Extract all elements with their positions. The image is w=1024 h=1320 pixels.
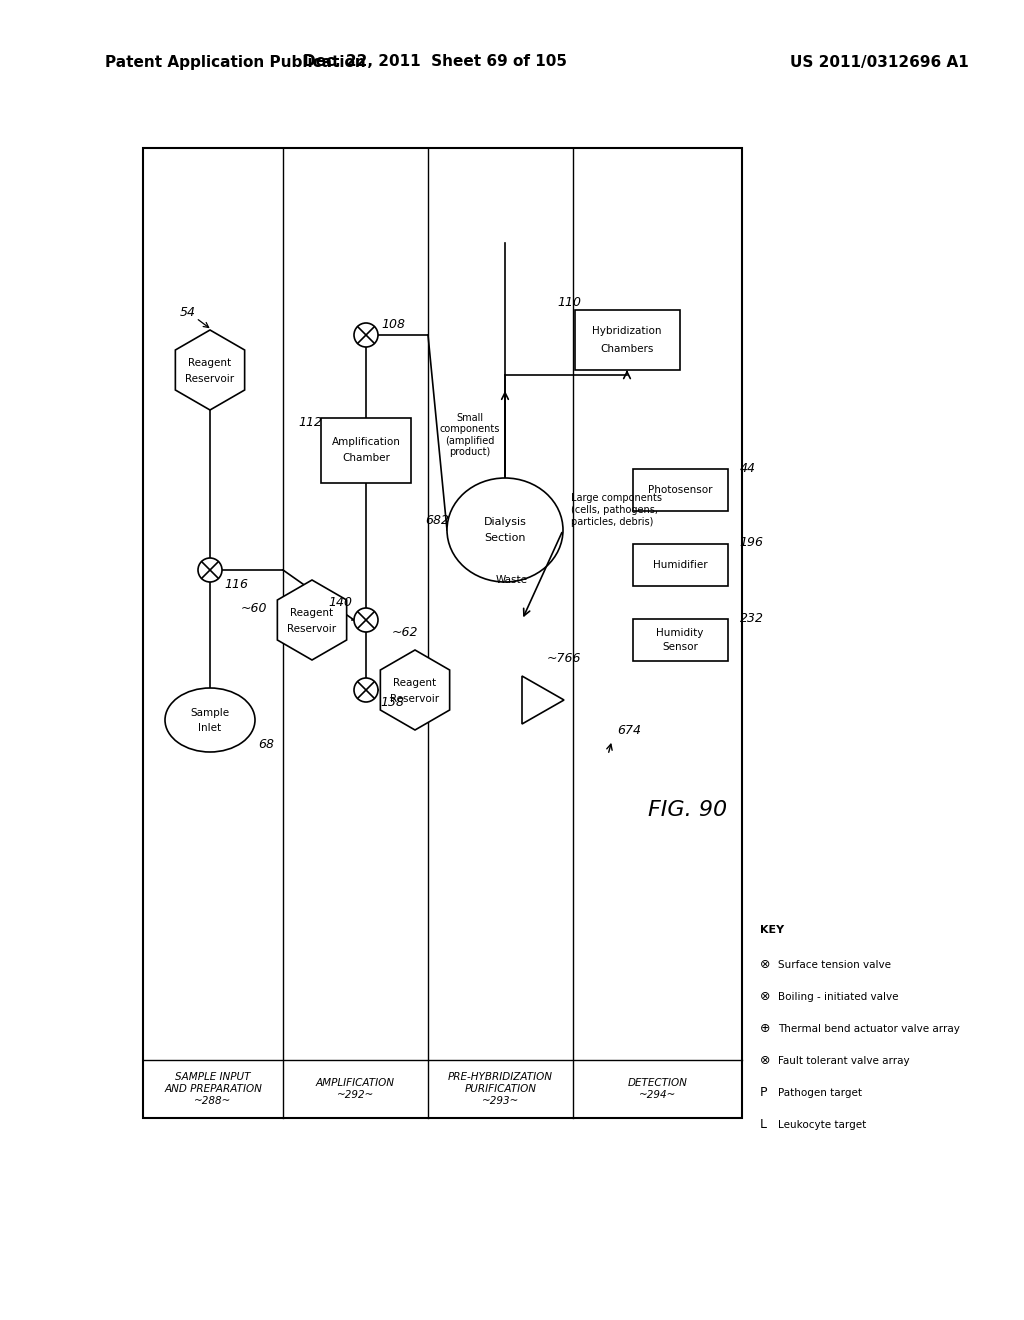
Text: 112: 112: [298, 416, 322, 429]
Text: Photosensor: Photosensor: [648, 484, 713, 495]
Text: 108: 108: [381, 318, 406, 331]
Text: SAMPLE INPUT
AND PREPARATION
~288~: SAMPLE INPUT AND PREPARATION ~288~: [164, 1072, 262, 1106]
Ellipse shape: [447, 478, 563, 582]
Text: Sample: Sample: [190, 708, 229, 718]
Text: 232: 232: [739, 611, 764, 624]
Polygon shape: [380, 649, 450, 730]
Text: Section: Section: [484, 533, 525, 543]
Text: 196: 196: [739, 536, 764, 549]
Text: KEY: KEY: [760, 925, 784, 935]
Text: PRE-HYBRIDIZATION
PURIFICATION
~293~: PRE-HYBRIDIZATION PURIFICATION ~293~: [449, 1072, 553, 1106]
Text: Reservoir: Reservoir: [390, 694, 439, 704]
Text: Reservoir: Reservoir: [185, 374, 234, 384]
Text: L: L: [760, 1118, 767, 1131]
Text: AMPLIFICATION
~292~: AMPLIFICATION ~292~: [316, 1078, 395, 1100]
Text: Boiling - initiated valve: Boiling - initiated valve: [778, 993, 898, 1002]
Text: Dec. 22, 2011  Sheet 69 of 105: Dec. 22, 2011 Sheet 69 of 105: [303, 54, 567, 70]
Text: Large components
(cells, pathogens,
particles, debris): Large components (cells, pathogens, part…: [571, 494, 662, 527]
Text: ⊗: ⊗: [760, 958, 770, 972]
Text: ~766: ~766: [547, 652, 582, 664]
Polygon shape: [175, 330, 245, 411]
Bar: [143, 148, 742, 1118]
Text: 674: 674: [617, 723, 641, 737]
Text: Chambers: Chambers: [600, 345, 653, 354]
Text: Thermal bend actuator valve array: Thermal bend actuator valve array: [778, 1024, 959, 1034]
Text: FIG. 90: FIG. 90: [648, 800, 727, 820]
Text: DETECTION
~294~: DETECTION ~294~: [628, 1078, 687, 1100]
Text: 44: 44: [739, 462, 756, 474]
Bar: [574, 310, 680, 370]
Text: ⊗: ⊗: [760, 990, 770, 1003]
Text: Fault tolerant valve array: Fault tolerant valve array: [778, 1056, 909, 1067]
Text: Dialysis: Dialysis: [483, 517, 526, 527]
Text: Small
components
(amplified
product): Small components (amplified product): [440, 413, 500, 458]
Text: Reagent: Reagent: [291, 609, 334, 618]
Text: Leukocyte target: Leukocyte target: [778, 1119, 866, 1130]
Text: 682: 682: [425, 513, 449, 527]
Text: Reagent: Reagent: [393, 678, 436, 688]
Bar: [321, 417, 411, 483]
Text: 110: 110: [557, 296, 581, 309]
Bar: [633, 619, 727, 661]
Circle shape: [354, 678, 378, 702]
Text: US 2011/0312696 A1: US 2011/0312696 A1: [790, 54, 969, 70]
Circle shape: [198, 558, 222, 582]
Text: Chamber: Chamber: [342, 453, 390, 463]
Text: Humidity: Humidity: [656, 628, 703, 638]
Text: P: P: [760, 1086, 768, 1100]
Text: Reservoir: Reservoir: [288, 624, 337, 634]
Text: 116: 116: [224, 578, 248, 591]
Circle shape: [354, 323, 378, 347]
Bar: [633, 544, 727, 586]
Text: ⊗: ⊗: [760, 1055, 770, 1068]
Text: Sensor: Sensor: [663, 642, 698, 652]
Text: ⊕: ⊕: [760, 1023, 770, 1035]
Text: ~62: ~62: [392, 626, 418, 639]
Ellipse shape: [165, 688, 255, 752]
Text: 138: 138: [380, 696, 404, 709]
Text: Hybridization: Hybridization: [592, 326, 662, 337]
Text: Pathogen target: Pathogen target: [778, 1088, 862, 1098]
Text: Patent Application Publication: Patent Application Publication: [105, 54, 366, 70]
Text: Reagent: Reagent: [188, 358, 231, 368]
Text: 68: 68: [258, 738, 274, 751]
Text: Amplification: Amplification: [332, 437, 400, 447]
Text: Inlet: Inlet: [199, 723, 221, 733]
Text: ~60: ~60: [241, 602, 267, 615]
Text: Waste: Waste: [496, 576, 528, 585]
Circle shape: [354, 609, 378, 632]
Text: Surface tension valve: Surface tension valve: [778, 960, 891, 970]
Text: 54: 54: [180, 305, 196, 318]
Polygon shape: [522, 676, 564, 723]
Bar: [633, 469, 727, 511]
Text: 140: 140: [328, 595, 352, 609]
Text: Humidifier: Humidifier: [652, 560, 708, 570]
Polygon shape: [278, 579, 347, 660]
